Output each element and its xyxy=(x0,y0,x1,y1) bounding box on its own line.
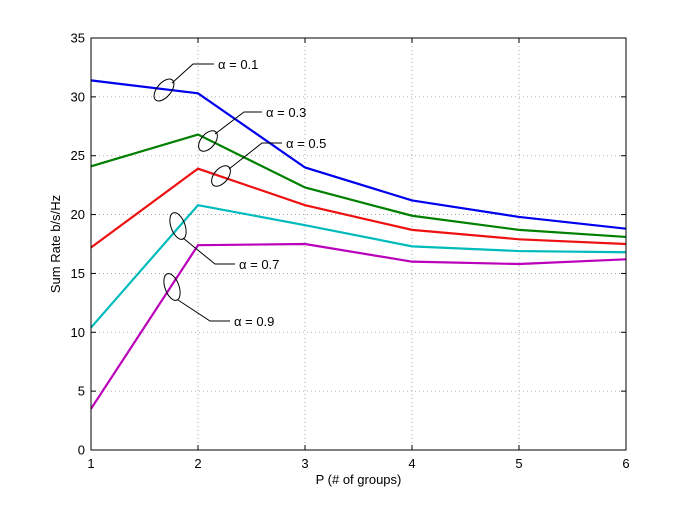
plot-background xyxy=(91,38,626,450)
x-tick-label-2: 3 xyxy=(301,456,308,471)
series-lines xyxy=(90,79,627,410)
annotation-leader-4 xyxy=(177,299,230,322)
x-tick-label-1: 2 xyxy=(194,456,201,471)
annotation-ellipse-3 xyxy=(169,212,187,240)
annotation-label-4: α = 0.9 xyxy=(234,314,274,329)
annotation-ellipse-1 xyxy=(198,130,218,152)
series-line-4 xyxy=(90,242,627,410)
annotation-label-0: α = 0.1 xyxy=(218,57,258,72)
annotation-ellipse-0 xyxy=(153,78,175,102)
annotation-label-3: α = 0.7 xyxy=(239,257,279,272)
axes-box xyxy=(90,37,627,451)
y-tick-label-7: 35 xyxy=(71,31,85,46)
x-axis-label: P (# of groups) xyxy=(316,472,402,487)
series-line-2 xyxy=(90,167,627,249)
y-axis-label: Sum Rate b/s/Hz xyxy=(48,195,63,293)
y-tick-label-0: 0 xyxy=(78,443,85,458)
y-tick-label-5: 25 xyxy=(71,148,85,163)
y-tick-label-3: 15 xyxy=(71,266,85,281)
series-line-0 xyxy=(90,79,627,230)
annotation-ellipse-2 xyxy=(211,165,231,187)
grid xyxy=(91,38,626,450)
axes: 1 2 3 4 5 6 0 5 10 15 20 25 30 35 xyxy=(71,31,630,472)
series-line-3 xyxy=(90,203,627,329)
y-tick-label-6: 30 xyxy=(71,89,85,104)
x-tick-label-0: 1 xyxy=(87,456,94,471)
series-line-1 xyxy=(90,133,627,239)
annotation-leader-0 xyxy=(171,63,214,84)
x-tick-label-5: 6 xyxy=(622,456,629,471)
annotation-label-2: α = 0.5 xyxy=(286,136,326,151)
annotation-leader-3 xyxy=(182,237,235,265)
annotation-leader-1 xyxy=(214,111,262,135)
y-tick-label-2: 10 xyxy=(71,325,85,340)
y-tick-label-4: 20 xyxy=(71,207,85,222)
annotation-label-1: α = 0.3 xyxy=(266,105,306,120)
annotation-ellipse-4 xyxy=(163,273,181,301)
x-tick-label-4: 5 xyxy=(515,456,522,471)
annotation-leader-2 xyxy=(228,142,282,170)
annotations: α = 0.1 α = 0.3 α = 0.5 α = 0.7 α = 0.9 xyxy=(153,57,326,329)
y-tick-label-1: 5 xyxy=(78,384,85,399)
x-tick-label-3: 4 xyxy=(408,456,415,471)
